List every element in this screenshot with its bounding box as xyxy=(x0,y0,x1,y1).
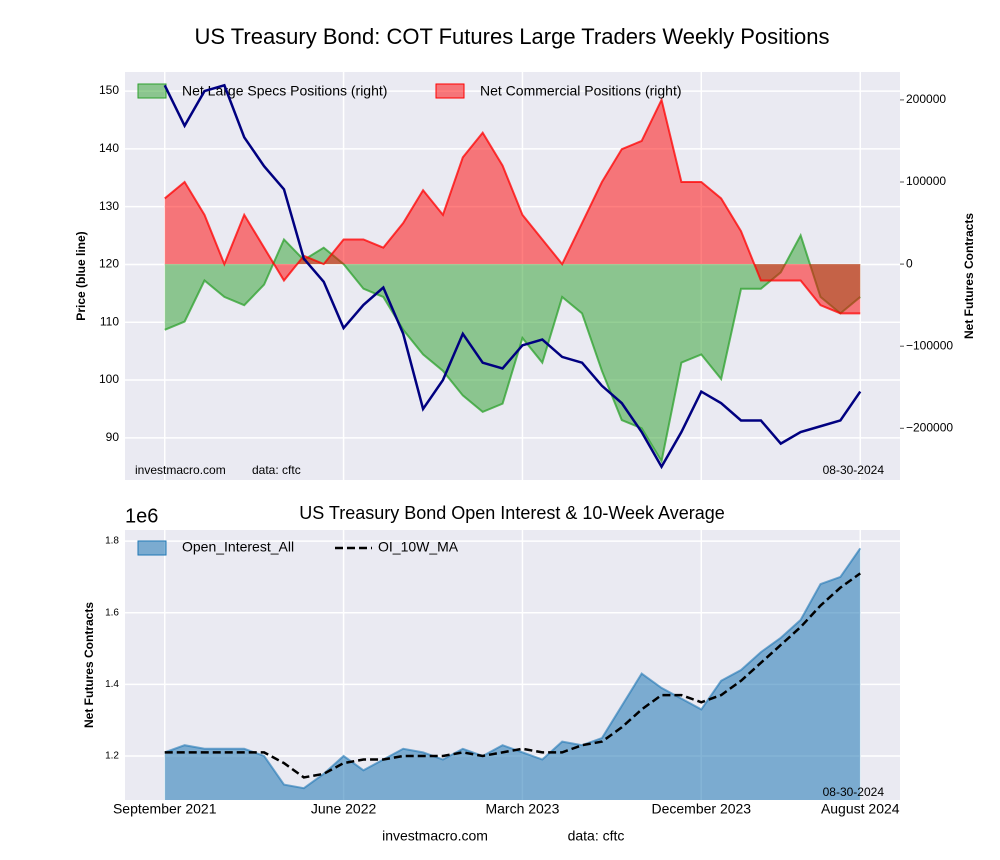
y-tick-label: 90 xyxy=(106,430,120,444)
chart-title: US Treasury Bond: COT Futures Large Trad… xyxy=(194,24,829,49)
x-tick-label: August 2024 xyxy=(821,801,900,817)
y-axis-label: Net Futures Contracts xyxy=(82,602,96,728)
data-note: data: cftc xyxy=(252,463,301,477)
y-tick-label: 1.6 xyxy=(105,607,119,618)
y-tick-label: 1.8 xyxy=(105,536,119,547)
price-line xyxy=(163,83,862,470)
legend-label: Net Commercial Positions (right) xyxy=(480,83,682,99)
series-line xyxy=(164,232,861,464)
data-note: data: cftc xyxy=(568,828,625,844)
legend-label: Open_Interest_All xyxy=(182,539,294,555)
series-line xyxy=(164,547,862,790)
series-line xyxy=(164,572,861,779)
y2-tick-label: −200000 xyxy=(906,420,953,434)
y2-axis-label: Net Futures Contracts xyxy=(962,213,976,339)
series-line xyxy=(164,96,861,315)
area-fill xyxy=(164,235,861,462)
legend-label: Net Large Specs Positions (right) xyxy=(182,83,387,99)
y2-tick-label: 0 xyxy=(906,256,913,270)
y-tick-label: 120 xyxy=(99,257,119,271)
legend-swatch xyxy=(137,540,167,556)
y-tick-label: 1.4 xyxy=(105,679,119,690)
x-tick-label: December 2023 xyxy=(651,801,751,817)
x-tick-label: June 2022 xyxy=(311,801,377,817)
legend-swatch xyxy=(137,83,167,99)
source: investmacro.com xyxy=(382,828,488,844)
chart-title: US Treasury Bond Open Interest & 10-Week… xyxy=(299,503,725,523)
area-fill xyxy=(164,99,861,314)
x-tick-label: September 2021 xyxy=(113,801,217,817)
y-axis-label: Price (blue line) xyxy=(74,231,88,320)
y-tick-label: 130 xyxy=(99,199,119,213)
area-fill xyxy=(164,548,861,800)
y-tick-label: 140 xyxy=(99,141,119,155)
y2-tick-label: −100000 xyxy=(906,338,953,352)
date: 08-30-2024 xyxy=(823,463,885,477)
y-tick-label: 110 xyxy=(100,314,119,328)
y-tick-label: 150 xyxy=(99,83,119,97)
x-tick-label: March 2023 xyxy=(485,801,559,817)
source: investmacro.com xyxy=(135,463,226,477)
legend-label: OI_10W_MA xyxy=(378,539,459,555)
y-tick-label: 100 xyxy=(99,372,119,386)
axis-offset: 1e6 xyxy=(125,505,158,527)
legend-swatch xyxy=(435,83,465,99)
y-tick-label: 1.2 xyxy=(105,751,119,762)
y2-tick-label: 200000 xyxy=(906,92,946,106)
date: 08-30-2024 xyxy=(823,785,885,799)
y2-tick-label: 100000 xyxy=(906,174,946,188)
